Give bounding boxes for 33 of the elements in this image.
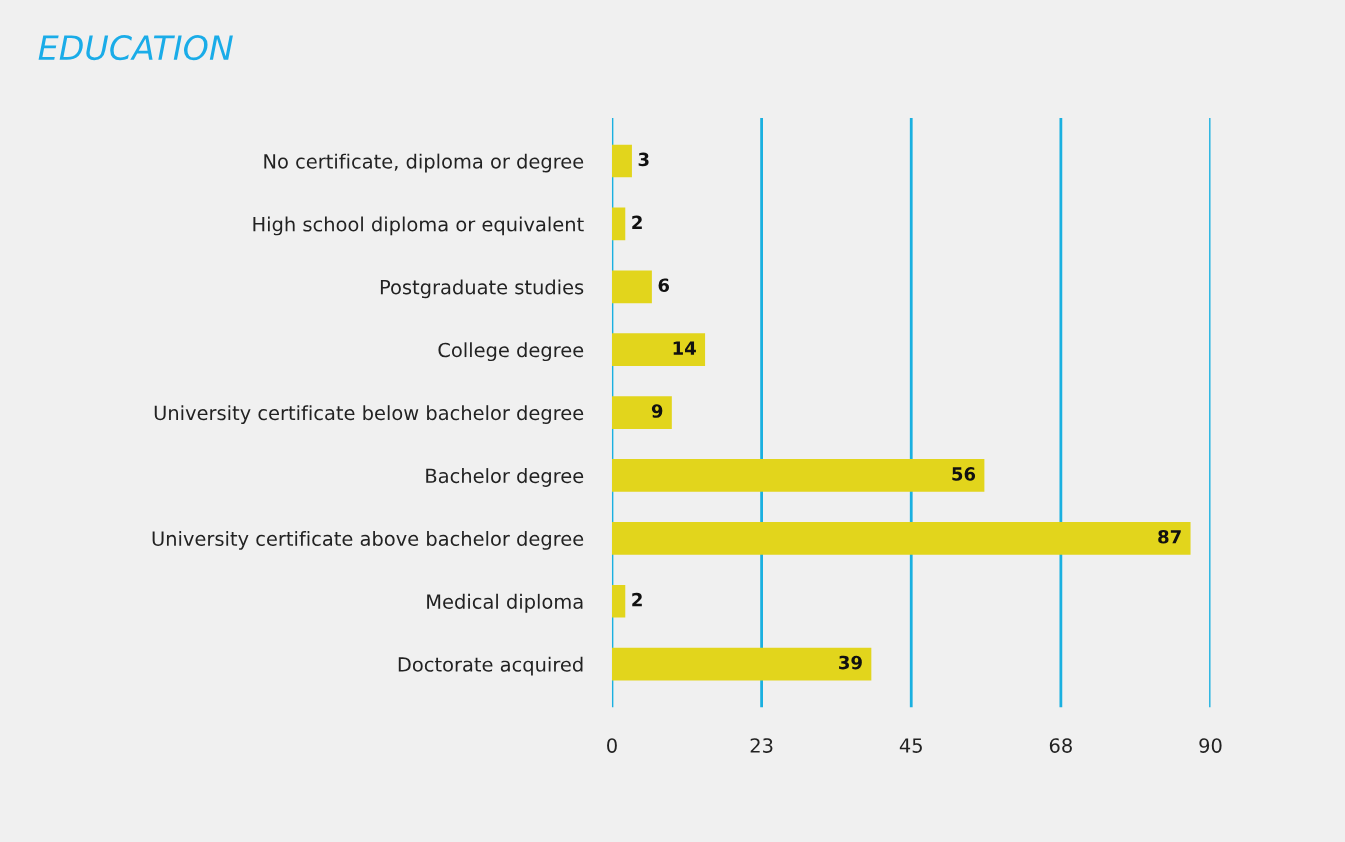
- text: EDUCATION: [38, 34, 233, 61]
- y-tick-label: Medical diploma: [427, 593, 583, 613]
- y-tick-label: No certificate, diploma or degree: [264, 153, 584, 173]
- bar: [611, 396, 672, 429]
- bar: [611, 647, 872, 681]
- bar: [611, 207, 626, 241]
- x-tick-label: 0: [607, 738, 617, 753]
- y-tick-label: Doctorate acquired: [398, 656, 583, 676]
- bar: [611, 584, 626, 618]
- data-label: 9: [651, 404, 663, 418]
- y-tick-label: University certificate above bachelor degree: [152, 530, 584, 550]
- data-label: 6: [658, 278, 670, 293]
- y-tick-label: Postgraduate studies: [380, 279, 584, 299]
- bar: [611, 270, 652, 304]
- x-tick-label: 23: [750, 738, 773, 753]
- data-label: 39: [839, 655, 862, 670]
- x-tick-label: 45: [899, 738, 922, 753]
- data-label: 2: [632, 592, 642, 607]
- data-label: 3: [638, 152, 649, 167]
- data-label: 2: [632, 215, 642, 229]
- bar: [611, 333, 706, 367]
- y-tick-label: College degree: [438, 342, 584, 362]
- y-tick-label: University certificate below bachelor degree: [154, 405, 584, 425]
- data-label: 14: [673, 341, 696, 355]
- bar: [611, 144, 632, 178]
- y-tick-label: Bachelor degree: [426, 468, 584, 487]
- x-tick-label: 68: [1049, 738, 1072, 753]
- x-tick-label: 90: [1199, 738, 1222, 753]
- data-label: 87: [1158, 529, 1181, 544]
- bar: [611, 459, 985, 492]
- bar: [611, 522, 1191, 555]
- data-label: 56: [952, 467, 976, 481]
- y-tick-label: High school diploma or equivalent: [253, 216, 584, 236]
